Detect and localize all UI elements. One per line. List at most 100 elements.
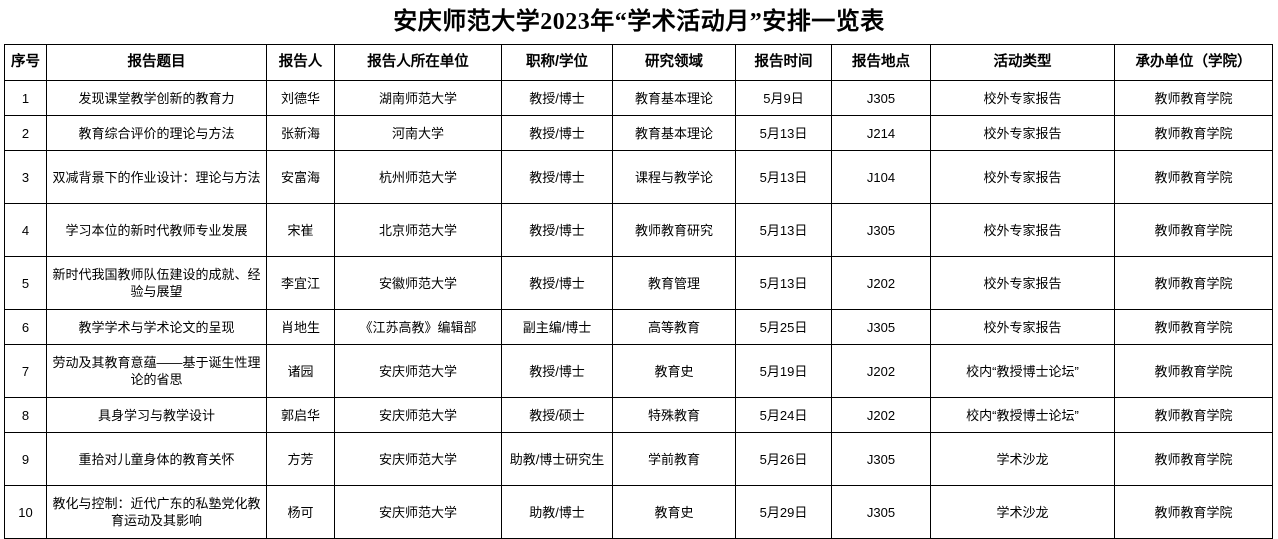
table-row: 10 教化与控制：近代广东的私塾党化教育运动及其影响 杨可 安庆师范大学 助教/… (4, 485, 1273, 539)
column-header-speaker: 报告人 (266, 44, 335, 81)
table-row: 4 学习本位的新时代教师专业发展 宋崔 北京师范大学 教授/博士 教师教育研究 … (4, 203, 1273, 257)
cell-place: J202 (831, 397, 931, 433)
table-row: 5 新时代我国教师队伍建设的成就、经验与展望 李宜江 安徽师范大学 教授/博士 … (4, 256, 1273, 310)
cell-place: J305 (831, 432, 931, 486)
cell-field: 课程与教学论 (612, 150, 736, 204)
column-header-rank: 职称/学位 (501, 44, 613, 81)
cell-place: J305 (831, 485, 931, 539)
cell-field: 教育基本理论 (612, 80, 736, 116)
cell-title: 学习本位的新时代教师专业发展 (46, 203, 267, 257)
cell-unit: 北京师范大学 (334, 203, 502, 257)
cell-title: 劳动及其教育意蕴——基于诞生性理论的省思 (46, 344, 267, 398)
cell-time: 5月25日 (735, 309, 832, 345)
column-header-host: 承办单位（学院） (1114, 44, 1273, 81)
cell-host: 教师教育学院 (1114, 485, 1273, 539)
page-title: 安庆师范大学2023年“学术活动月”安排一览表 (393, 9, 885, 35)
cell-unit: 安庆师范大学 (334, 485, 502, 539)
cell-field: 教育管理 (612, 256, 736, 310)
column-header-index: 序号 (4, 44, 47, 81)
cell-index: 10 (4, 485, 47, 539)
cell-unit: 《江苏高教》编辑部 (334, 309, 502, 345)
cell-place: J305 (831, 80, 931, 116)
cell-index: 8 (4, 397, 47, 433)
cell-time: 5月13日 (735, 115, 832, 151)
cell-type: 校外专家报告 (930, 80, 1115, 116)
cell-host: 教师教育学院 (1114, 203, 1273, 257)
cell-speaker: 杨可 (266, 485, 335, 539)
cell-speaker: 安富海 (266, 150, 335, 204)
table-header-row: 序号 报告题目 报告人 报告人所在单位 职称/学位 研究领域 报告时间 报告地点… (4, 44, 1273, 81)
cell-time: 5月13日 (735, 203, 832, 257)
cell-index: 2 (4, 115, 47, 151)
cell-host: 教师教育学院 (1114, 432, 1273, 486)
cell-speaker: 李宜江 (266, 256, 335, 310)
cell-type: 学术沙龙 (930, 485, 1115, 539)
table-row: 1 发现课堂教学创新的教育力 刘德华 湖南师范大学 教授/博士 教育基本理论 5… (4, 80, 1273, 116)
cell-place: J305 (831, 309, 931, 345)
cell-index: 7 (4, 344, 47, 398)
cell-time: 5月19日 (735, 344, 832, 398)
table-row: 6 教学学术与学术论文的呈现 肖地生 《江苏高教》编辑部 副主编/博士 高等教育… (4, 309, 1273, 345)
cell-title: 新时代我国教师队伍建设的成就、经验与展望 (46, 256, 267, 310)
cell-unit: 安庆师范大学 (334, 397, 502, 433)
table-body: 1 发现课堂教学创新的教育力 刘德华 湖南师范大学 教授/博士 教育基本理论 5… (4, 80, 1273, 539)
cell-title: 教学学术与学术论文的呈现 (46, 309, 267, 345)
cell-rank: 教授/博士 (501, 150, 613, 204)
cell-rank: 教授/博士 (501, 115, 613, 151)
column-header-time: 报告时间 (735, 44, 832, 81)
cell-host: 教师教育学院 (1114, 80, 1273, 116)
cell-field: 特殊教育 (612, 397, 736, 433)
cell-host: 教师教育学院 (1114, 115, 1273, 151)
cell-time: 5月24日 (735, 397, 832, 433)
table-row: 2 教育综合评价的理论与方法 张新海 河南大学 教授/博士 教育基本理论 5月1… (4, 115, 1273, 151)
cell-host: 教师教育学院 (1114, 397, 1273, 433)
cell-time: 5月29日 (735, 485, 832, 539)
cell-rank: 教授/硕士 (501, 397, 613, 433)
cell-speaker: 方芳 (266, 432, 335, 486)
cell-type: 校外专家报告 (930, 203, 1115, 257)
cell-type: 学术沙龙 (930, 432, 1115, 486)
table-row: 9 重拾对儿童身体的教育关怀 方芳 安庆师范大学 助教/博士研究生 学前教育 5… (4, 432, 1273, 486)
table-header: 序号 报告题目 报告人 报告人所在单位 职称/学位 研究领域 报告时间 报告地点… (4, 44, 1273, 81)
table-row: 3 双减背景下的作业设计：理论与方法 安富海 杭州师范大学 教授/博士 课程与教… (4, 150, 1273, 204)
cell-host: 教师教育学院 (1114, 256, 1273, 310)
table-row: 7 劳动及其教育意蕴——基于诞生性理论的省思 诸园 安庆师范大学 教授/博士 教… (4, 344, 1273, 398)
column-header-unit: 报告人所在单位 (334, 44, 502, 81)
cell-title: 双减背景下的作业设计：理论与方法 (46, 150, 267, 204)
cell-index: 3 (4, 150, 47, 204)
cell-host: 教师教育学院 (1114, 309, 1273, 345)
column-header-title: 报告题目 (46, 44, 267, 81)
cell-unit: 安庆师范大学 (334, 432, 502, 486)
cell-speaker: 宋崔 (266, 203, 335, 257)
cell-host: 教师教育学院 (1114, 344, 1273, 398)
cell-host: 教师教育学院 (1114, 150, 1273, 204)
cell-rank: 助教/博士 (501, 485, 613, 539)
cell-speaker: 张新海 (266, 115, 335, 151)
cell-rank: 助教/博士研究生 (501, 432, 613, 486)
cell-title: 教化与控制：近代广东的私塾党化教育运动及其影响 (46, 485, 267, 539)
cell-time: 5月26日 (735, 432, 832, 486)
cell-unit: 湖南师范大学 (334, 80, 502, 116)
cell-place: J202 (831, 256, 931, 310)
cell-rank: 教授/博士 (501, 80, 613, 116)
cell-speaker: 肖地生 (266, 309, 335, 345)
cell-index: 1 (4, 80, 47, 116)
cell-index: 4 (4, 203, 47, 257)
cell-speaker: 诸园 (266, 344, 335, 398)
cell-field: 教育史 (612, 485, 736, 539)
cell-field: 教育史 (612, 344, 736, 398)
cell-rank: 教授/博士 (501, 256, 613, 310)
column-header-field: 研究领域 (612, 44, 736, 81)
cell-type: 校外专家报告 (930, 150, 1115, 204)
cell-unit: 杭州师范大学 (334, 150, 502, 204)
cell-title: 教育综合评价的理论与方法 (46, 115, 267, 151)
cell-rank: 教授/博士 (501, 344, 613, 398)
cell-type: 校外专家报告 (930, 309, 1115, 345)
cell-time: 5月9日 (735, 80, 832, 116)
cell-type: 校内“教授博士论坛” (930, 344, 1115, 398)
cell-place: J305 (831, 203, 931, 257)
cell-place: J214 (831, 115, 931, 151)
schedule-table-container: 序号 报告题目 报告人 报告人所在单位 职称/学位 研究领域 报告时间 报告地点… (0, 44, 1278, 539)
cell-title: 发现课堂教学创新的教育力 (46, 80, 267, 116)
